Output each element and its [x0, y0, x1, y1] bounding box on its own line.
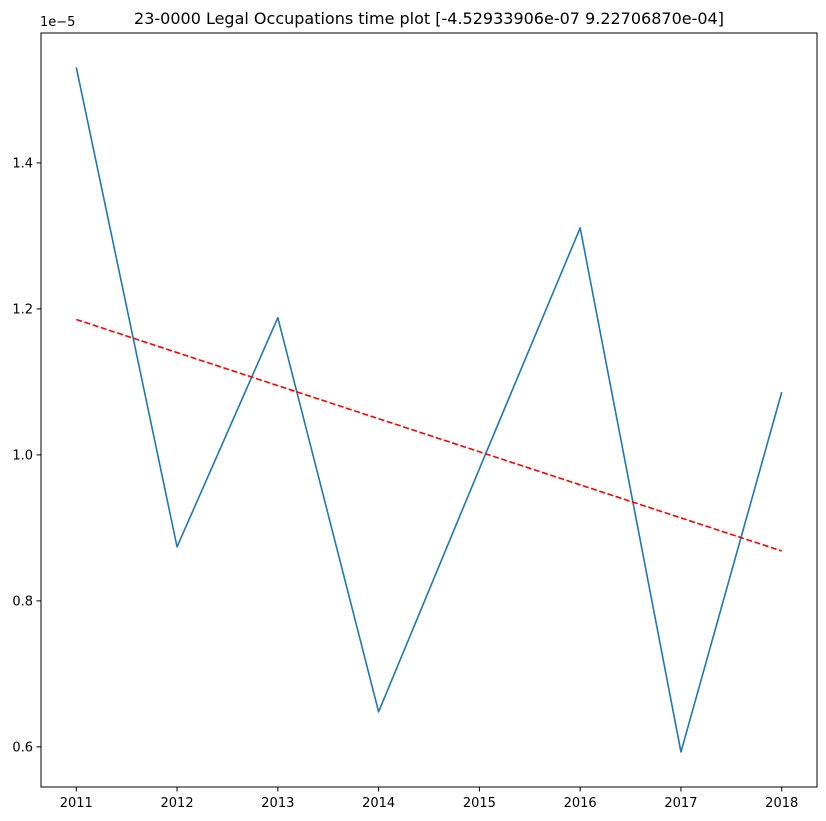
- y-tick-label-0.8: 0.8: [12, 594, 33, 609]
- y-tick-label-1.0: 1.0: [12, 448, 33, 463]
- plot-area: 2011 2012 2013 2014 2015 2016 2017 2018 0.6 0.8 1.…: [12, 32, 818, 811]
- x-tick-label-2018: 2018: [765, 796, 798, 811]
- trend-line: [76, 318, 782, 552]
- x-tick-label-2017: 2017: [664, 796, 697, 811]
- y-tick-label-1.2: 1.2: [12, 302, 33, 317]
- chart-title: 23-0000 Legal Occupations time plot [-4.…: [134, 9, 724, 28]
- x-tick-label-2016: 2016: [564, 796, 597, 811]
- x-tick-label-2015: 2015: [463, 796, 496, 811]
- data-line: [75, 67, 783, 753]
- x-tick-label-2012: 2012: [161, 796, 194, 811]
- y-tick-label-0.6: 0.6: [12, 740, 33, 755]
- y-tick-label-1.4: 1.4: [12, 156, 33, 171]
- x-tick-label-2013: 2013: [261, 796, 294, 811]
- plot-frame: [40, 32, 818, 788]
- x-tick-label-2011: 2011: [60, 796, 93, 811]
- x-tick-label-2014: 2014: [362, 796, 395, 811]
- y-scale-label: 1e−5: [40, 15, 75, 30]
